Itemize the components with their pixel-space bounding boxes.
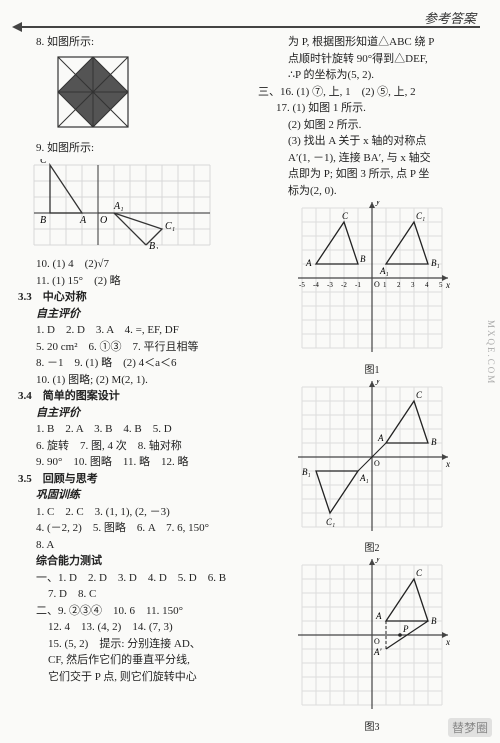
s33-line1: 1. D 2. D 3. A 4. =, EF, DF [18,322,246,339]
zh-line2a: 二、9. ②③④ 10. 6 11. 150° [18,603,246,620]
figure-8 [38,53,246,139]
zh-line2b: 12. 4 13. (4, 2) 14. (7, 3) [18,619,246,636]
svg-text:5: 5 [439,281,443,289]
zh-title: 综合能力测试 [18,553,246,570]
content-area: 8. 如图所示: 9. 如图所示: C B A O A₁ B₁ C₁ 10. (1) 4 (… [18,34,486,733]
svg-text:A: A [305,258,312,268]
svg-text:O: O [374,637,380,646]
r-p2: ∴P 的坐标为(5, 2). [258,67,486,84]
svg-text:O: O [374,459,380,468]
r-p0: 为 P, 根据图形知道△ABC 绕 P [258,34,486,51]
figure-2-label: 图2 [258,541,486,556]
page: 参考答案 8. 如图所示: 9. 如图所示: C B A O A₁ B₁ C₁ 10. (1… [0,0,500,743]
svg-text:-1: -1 [355,281,361,289]
svg-text:A₁: A₁ [359,473,369,483]
svg-text:x: x [445,637,450,647]
r-p1: 点顺时针旋转 90°得到△DEF, [258,51,486,68]
svg-text:A₁: A₁ [113,201,124,212]
svg-text:B: B [40,215,46,226]
svg-text:B: B [360,254,366,264]
figure-9: C B A O A₁ B₁ C₁ [24,159,246,255]
svg-text:O: O [100,215,107,226]
svg-text:-3: -3 [327,281,333,289]
s33-line3: 8. －1 9. (1) 略 (2) 4＜a＜6 [18,355,246,372]
s35-line3: 8. A [18,537,246,554]
r-17c: (3) 找出 A 关于 x 轴的对称点 [258,133,486,150]
r-17d: A′(1, －1), 连接 BA′, 与 x 轴交 [258,150,486,167]
svg-text:C₁: C₁ [416,211,425,221]
svg-text:y: y [375,201,380,206]
figure-2: x y O A B C A₁ B₁ C₁ 图2 [258,380,486,557]
svg-text:C₁: C₁ [326,517,335,527]
zh-line2d: CF, 然后作它们的垂直平分线, [18,652,246,669]
svg-text:-5: -5 [299,281,305,289]
svg-text:B₁: B₁ [149,241,159,249]
right-column: 为 P, 根据图形知道△ABC 绕 P 点顺时针旋转 90°得到△DEF, ∴P… [258,34,486,733]
watermark: 替梦圈 [448,718,492,737]
item-10: 10. (1) 4 (2)√7 [18,256,246,273]
s33-line2: 5. 20 cm² 6. ①③ 7. 平行且相等 [18,339,246,356]
figure-1-label: 图1 [258,363,486,378]
zh-line2e: 它们交于 P 点, 则它们旋转中心 [18,669,246,686]
s34-line2: 6. 旋转 7. 图, 4 次 8. 轴对称 [18,438,246,455]
svg-text:-2: -2 [341,281,347,289]
r-17e: 点即为 P; 如图 3 所示, 点 P 坐 [258,166,486,183]
svg-text:4: 4 [425,281,429,289]
svg-text:x: x [445,459,450,469]
item-11: 11. (1) 15° (2) 略 [18,273,246,290]
left-column: 8. 如图所示: 9. 如图所示: C B A O A₁ B₁ C₁ 10. (1) 4 (… [18,34,246,733]
r-17b: (2) 如图 2 所示. [258,117,486,134]
s35-line1: 1. C 2. C 3. (1, 1), (2, －3) [18,504,246,521]
section-3-4-title: 3.4 简单的图案设计 [18,388,246,405]
svg-text:1: 1 [383,281,387,289]
svg-text:x: x [445,280,450,290]
svg-text:A: A [79,215,87,226]
item-8: 8. 如图所示: [18,34,246,51]
svg-text:-4: -4 [313,281,319,289]
svg-text:C: C [40,159,47,166]
s34-line1: 1. B 2. A 3. B 4. B 5. D [18,421,246,438]
svg-text:B₁: B₁ [302,467,311,477]
svg-text:y: y [375,380,380,385]
svg-text:C: C [416,390,423,400]
zh-line1: 一、1. D 2. D 3. D 4. D 5. D 6. B [18,570,246,587]
svg-text:3: 3 [411,281,415,289]
svg-text:O: O [374,280,380,289]
zh-line1b: 7. D 8. C [18,586,246,603]
s33-line4: 10. (1) 图略; (2) M(2, 1). [18,372,246,389]
svg-text:y: y [375,558,380,563]
svg-text:C: C [416,568,423,578]
figure-1: x y O -5 -4 -3 -2 -1 1 2 3 4 5 A B C A₁ B₁ C₁ 图1 [258,201,486,378]
subsection-zzpj-2: 自主评价 [18,405,246,422]
svg-text:C: C [342,211,349,221]
svg-text:A: A [377,433,384,443]
subsection-zzpj-1: 自主评价 [18,306,246,323]
figure-3: xyOABCA'P 图3 [258,558,486,735]
subsection-gg: 巩固训练 [18,487,246,504]
header-title: 参考答案 [424,8,476,27]
zh-line2c: 15. (5, 2) 提示: 分别连接 AD、 [18,636,246,653]
svg-text:C₁: C₁ [165,221,175,232]
s34-line3: 9. 90° 10. 图略 11. 略 12. 略 [18,454,246,471]
svg-text:B: B [431,616,437,626]
svg-text:B: B [431,437,437,447]
section-3-5-title: 3.5 回顾与思考 [18,471,246,488]
svg-text:B₁: B₁ [431,258,440,268]
r-17a: 17. (1) 如图 1 所示. [258,100,486,117]
svg-text:A₁: A₁ [379,266,389,276]
side-url: MXQE.COM [486,320,496,385]
svg-text:P: P [402,624,409,634]
s35-line2: 4. (－2, 2) 5. 图略 6. A 7. 6, 150° [18,520,246,537]
svg-text:2: 2 [397,281,401,289]
item-9: 9. 如图所示: [18,140,246,157]
svg-text:A': A' [373,647,382,657]
r-t3: 三、16. (1) ⑦, 上, 1 (2) ⑤, 上, 2 [258,84,486,101]
r-17f: 标为(2, 0). [258,183,486,200]
svg-text:A: A [375,611,382,621]
divider-line [20,26,480,28]
section-3-3-title: 3.3 中心对称 [18,289,246,306]
